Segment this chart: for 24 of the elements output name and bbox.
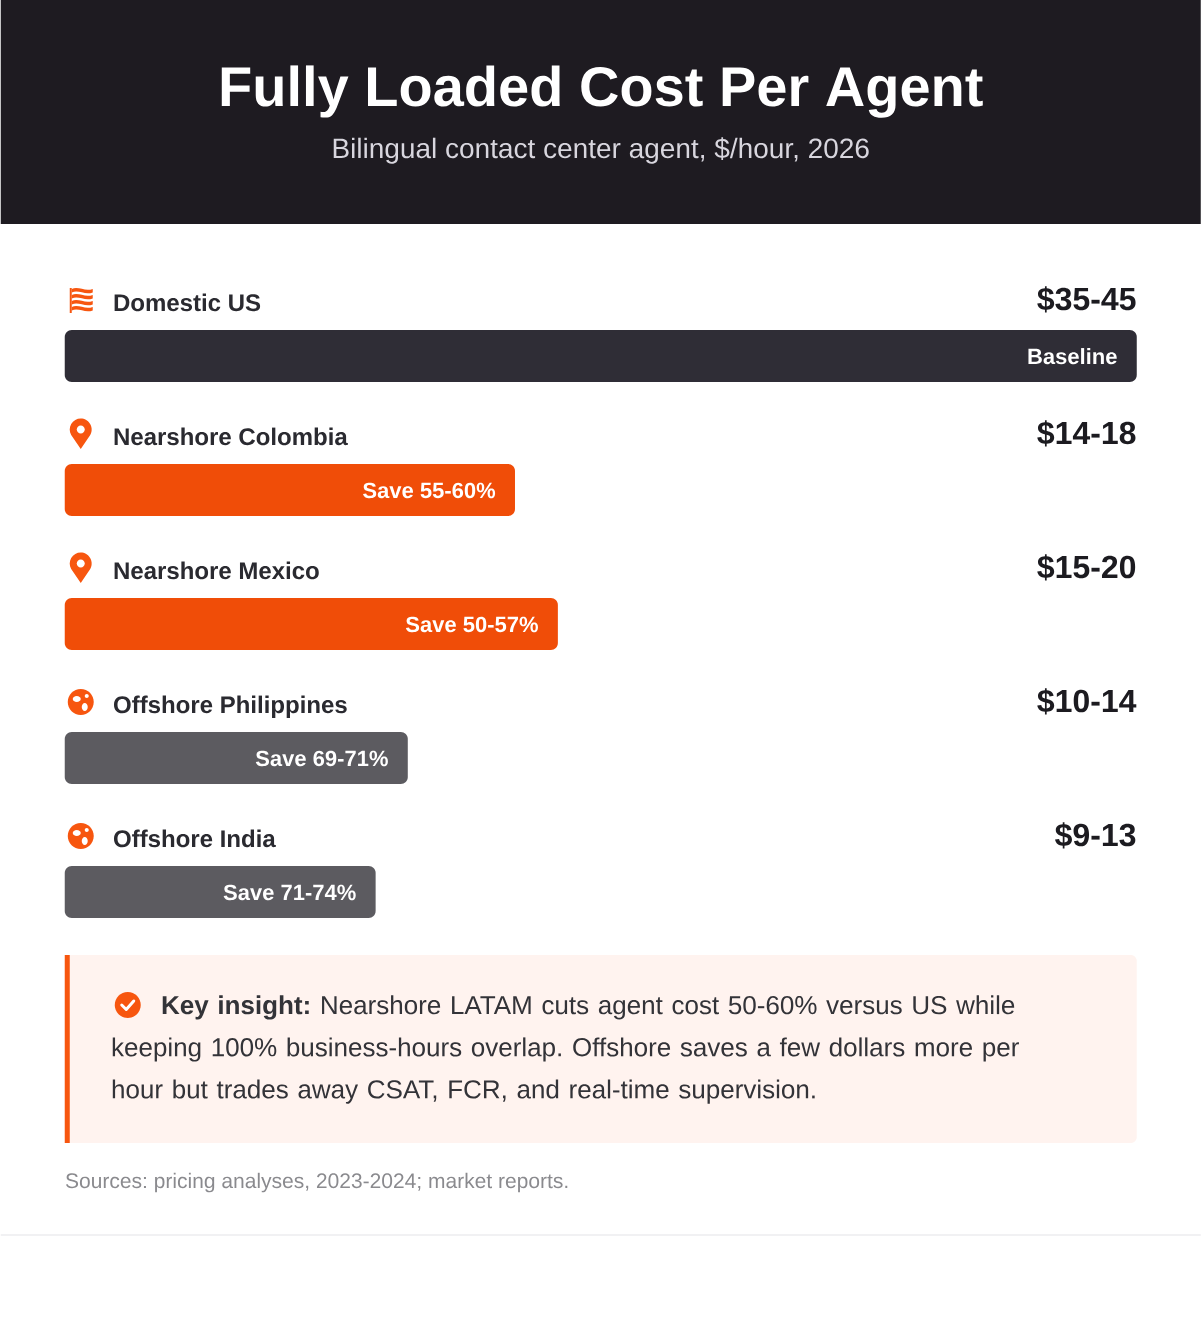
annotation: $10-14: [1037, 688, 1137, 715]
chart-subtitle: Bilingual contact center agent, $/hour, 2026: [333, 137, 869, 164]
annotation: $35-45: [1037, 286, 1136, 313]
y-tick-label: Nearshore Colombia: [114, 427, 348, 446]
y-tick-label: Nearshore Mexico: [114, 561, 319, 580]
bar: [64, 464, 515, 516]
bar: [64, 598, 558, 650]
annotation: $9-13: [1054, 822, 1136, 849]
text: Key insight: Nearshore LATAM cuts agent cost 50-60% versus US while keeping 100% business-hours overlap. Offshore saves a few dollars more per hour but trades away CSAT, FCR, and real-time supervision.: [112, 995, 1019, 1104]
annotation: $15-20: [1037, 554, 1135, 581]
annotation: Save 71-74%: [223, 884, 356, 901]
annotation: Save 69-71%: [255, 750, 388, 767]
y-tick-label: Domestic US: [114, 293, 260, 312]
annotation: Save 50-57%: [405, 616, 538, 633]
annotation: $14-18: [1037, 420, 1136, 447]
y-tick-label: Offshore India: [113, 829, 276, 848]
bar: [64, 732, 408, 784]
annotation: Save 55-60%: [362, 482, 495, 499]
source-note: Sources: pricing analyses, 2023-2024; market reports.: [65, 1172, 568, 1193]
bar: [64, 330, 1137, 382]
y-tick-label: Offshore Philippines: [113, 695, 347, 718]
annotation: Baseline: [1028, 348, 1117, 365]
chart-title: Fully Loaded Cost Per Agent: [221, 65, 983, 118]
bar: [64, 865, 376, 918]
